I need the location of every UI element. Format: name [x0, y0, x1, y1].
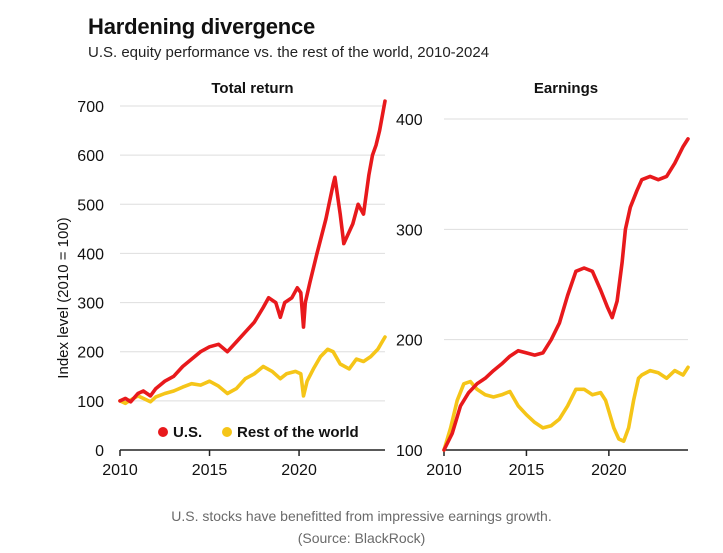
legend-label: Rest of the world — [237, 424, 359, 441]
legend-swatch — [158, 427, 168, 437]
chart-subtitle: U.S. equity performance vs. the rest of … — [88, 44, 490, 61]
legend-label: U.S. — [173, 424, 202, 441]
chart-title: Hardening divergence — [88, 14, 316, 39]
x-tick-label: 2015 — [509, 462, 545, 479]
panel-title: Earnings — [534, 80, 598, 97]
y-tick-label: 700 — [77, 99, 104, 116]
series-line-u-s — [442, 137, 690, 452]
y-tick-label: 300 — [77, 296, 104, 313]
legend-swatch — [222, 427, 232, 437]
x-tick-label: 2015 — [192, 462, 228, 479]
caption-text: U.S. stocks have benefitted from impress… — [171, 508, 552, 524]
y-tick-label: 100 — [396, 443, 423, 460]
y-tick-label: 500 — [77, 197, 104, 214]
y-axis-label: Index level (2010 = 100) — [55, 217, 72, 378]
x-tick-label: 2020 — [281, 462, 317, 479]
series-line-rest-of-the-world — [442, 365, 690, 452]
chart-canvas: 0 100 200 300 400 500 600 700 2010 2015 2020 Total … — [55, 80, 690, 479]
x-tick-label: 2020 — [591, 462, 627, 479]
caption-source: (Source: BlackRock) — [297, 530, 426, 546]
y-tick-label: 400 — [77, 246, 104, 263]
y-tick-label: 600 — [77, 148, 104, 165]
y-tick-label: 400 — [396, 112, 423, 129]
series-line-rest-of-the-world — [118, 335, 387, 406]
y-tick-label: 100 — [77, 394, 104, 411]
y-tick-label: 200 — [396, 333, 423, 350]
y-tick-label: 300 — [396, 222, 423, 239]
panel-title: Total return — [211, 80, 293, 97]
y-tick-label: 200 — [77, 345, 104, 362]
x-tick-label: 2010 — [426, 462, 462, 479]
x-tick-label: 2010 — [102, 462, 138, 479]
series-line-u-s — [118, 99, 387, 404]
y-tick-label: 0 — [95, 443, 104, 460]
